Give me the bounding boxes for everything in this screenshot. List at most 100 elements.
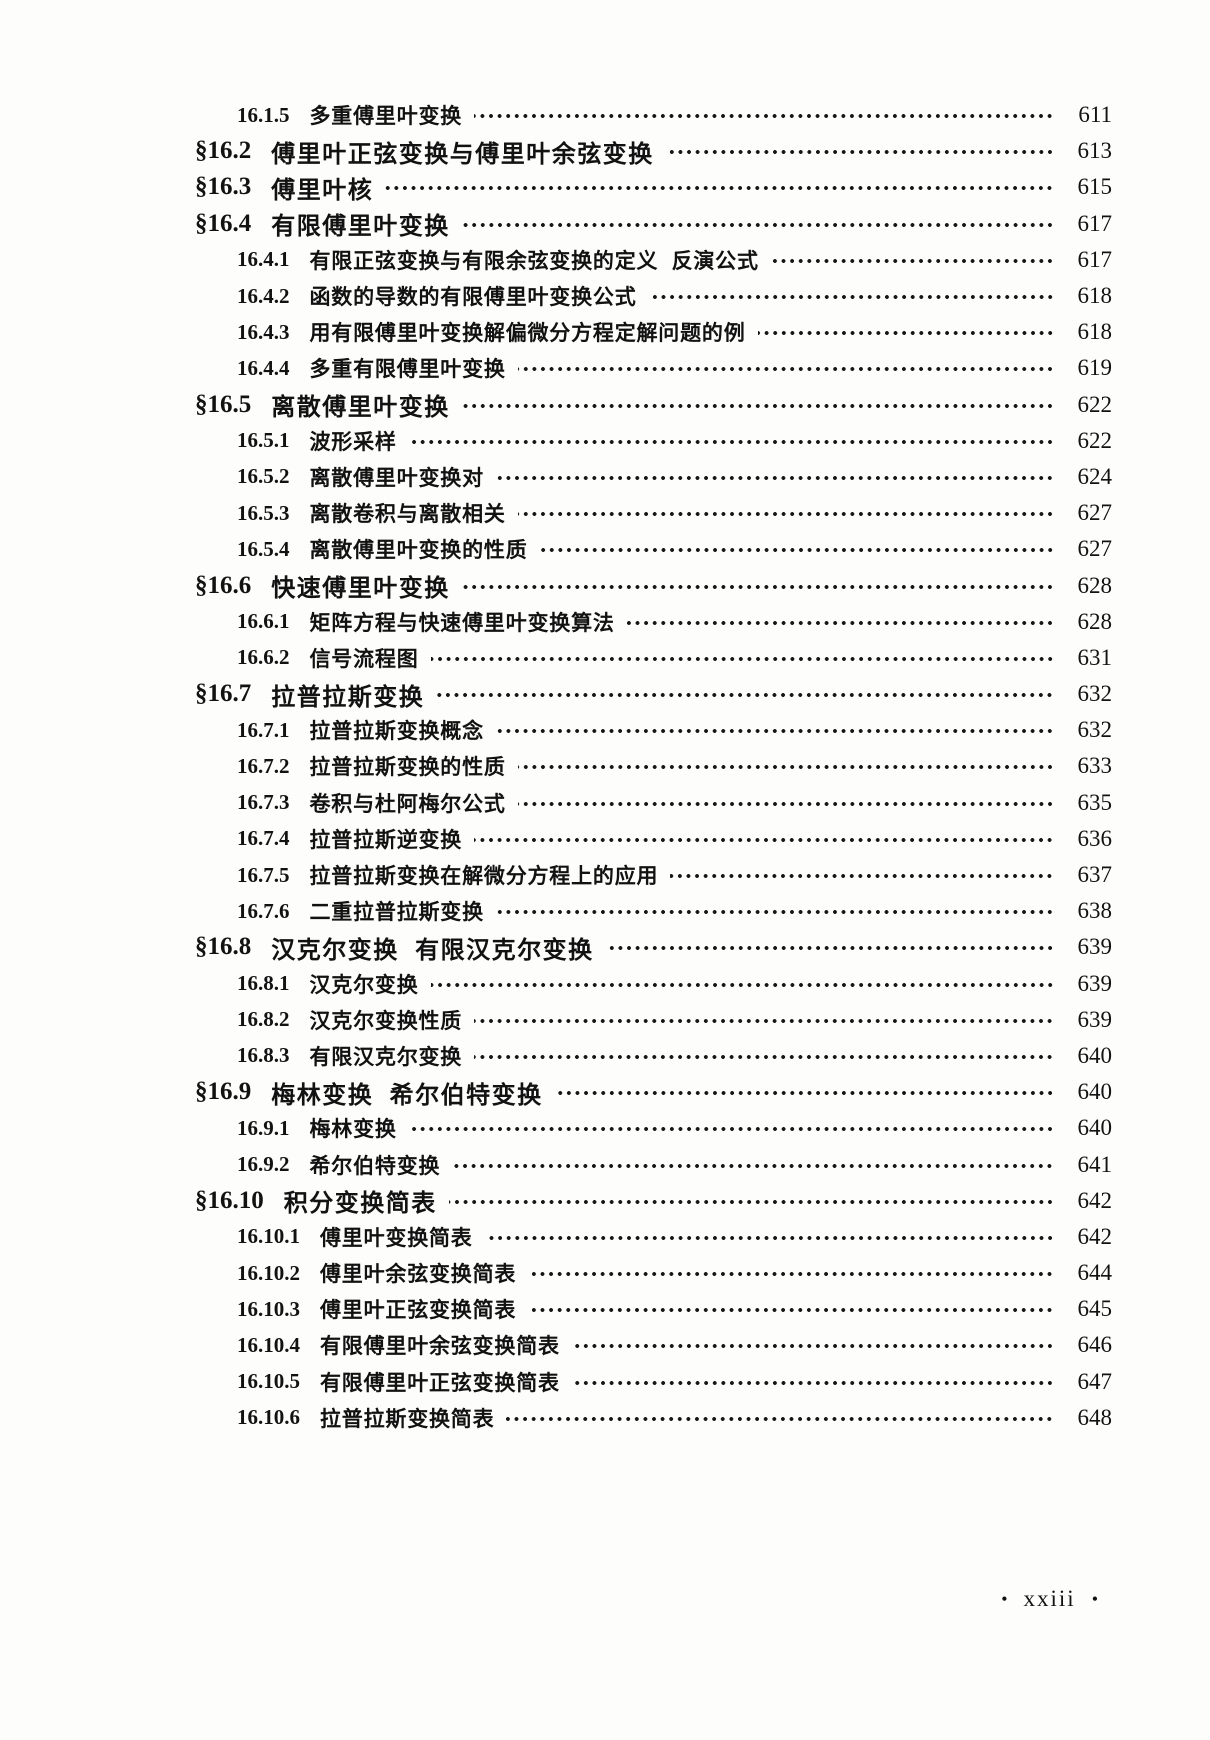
toc-entry-title: 有限汉克尔变换 [309, 1045, 463, 1069]
toc-entry: 16.5.1 波形采样 622 [195, 423, 1112, 459]
toc-entry-title: 梅林变换 [309, 1118, 397, 1142]
leader-dots [571, 1342, 1054, 1351]
toc-entry-number: 16.8.2 [237, 1007, 290, 1032]
leader-dots [495, 908, 1054, 917]
toc-entry: 16.7.2 拉普拉斯变换的性质 633 [195, 748, 1112, 784]
toc-entry-number: 16.4.3 [237, 319, 290, 344]
toc-entry-page: 631 [1077, 644, 1113, 670]
toc-entry-number: 16.10.2 [237, 1260, 300, 1285]
leader-dots [436, 691, 1054, 700]
toc-entry-page: 640 [1077, 1079, 1113, 1105]
toc-entry-number: 16.7.3 [237, 790, 290, 815]
toc-entry-title: 傅里叶正弦变换简表 [320, 1299, 517, 1323]
toc-entry-number: 16.9.2 [237, 1152, 290, 1177]
toc-entry-title: 离散傅里叶变换的性质 [309, 539, 528, 563]
toc-entry-page: 618 [1077, 319, 1113, 345]
toc-entry: §16.9 梅林变换 希尔伯特变换 640 [195, 1074, 1112, 1110]
toc-entry: 16.10.3 傅里叶正弦变换简表 645 [195, 1291, 1112, 1327]
toc-entry: 16.9.1 梅林变换 640 [195, 1110, 1112, 1146]
toc-entry: 16.7.6 二重拉普拉斯变换 638 [195, 893, 1112, 929]
leader-dots [517, 365, 1054, 374]
toc-entry: 16.7.1 拉普拉斯变换概念 632 [195, 712, 1112, 748]
toc-entry: 16.10.1 傅里叶变换简表 642 [195, 1219, 1112, 1255]
leader-dots [626, 618, 1054, 627]
toc-entry-page: 638 [1077, 898, 1113, 924]
leader-dots [528, 1270, 1054, 1279]
toc-entry-number: 16.7.1 [237, 717, 290, 742]
toc-list: 16.1.5 多重傅里叶变换 611 §16.2 傅里叶正弦变换与傅里叶余弦变换… [195, 97, 1112, 1436]
toc-entry-page: 648 [1077, 1404, 1113, 1430]
toc-entry-title: 有限正弦变换与有限余弦变换的定义 反演公式 [309, 249, 759, 273]
footer-left-dot: • [1001, 1588, 1008, 1609]
toc-entry-page: 635 [1077, 789, 1113, 815]
leader-dots [484, 1233, 1054, 1242]
toc-entry-number: §16.2 [195, 137, 252, 165]
toc-entry-title: 波形采样 [309, 430, 397, 454]
toc-entry-page: 639 [1077, 970, 1113, 996]
leader-dots [385, 184, 1054, 193]
leader-dots [474, 112, 1054, 121]
toc-entry-page: 618 [1077, 283, 1113, 309]
toc-entry-page: 617 [1077, 246, 1113, 272]
toc-entry-number: 16.7.5 [237, 862, 290, 887]
toc-entry-title: 傅里叶余弦变换简表 [320, 1263, 517, 1287]
toc-entry-title: 拉普拉斯变换的性质 [309, 756, 506, 780]
footer-right-dot: • [1091, 1588, 1098, 1609]
toc-entry-title: 积分变换简表 [283, 1190, 437, 1218]
toc-entry: 16.4.1 有限正弦变换与有限余弦变换的定义 反演公式 617 [195, 242, 1112, 278]
leader-dots [495, 727, 1054, 736]
toc-entry-number: 16.5.1 [237, 428, 290, 453]
toc-entry: 16.7.5 拉普拉斯变换在解微分方程上的应用 637 [195, 857, 1112, 893]
toc-entry-title: 多重傅里叶变换 [309, 105, 463, 129]
leader-dots [430, 654, 1054, 663]
toc-entry-title: 快速傅里叶变换 [271, 575, 450, 603]
toc-entry-page: 647 [1077, 1368, 1113, 1394]
leader-dots [648, 293, 1054, 302]
toc-entry-number: 16.4.4 [237, 355, 290, 380]
toc-entry-title: 希尔伯特变换 [309, 1154, 441, 1178]
toc-entry: 16.8.1 汉克尔变换 639 [195, 966, 1112, 1002]
leader-dots [474, 835, 1054, 844]
toc-entry-title: 拉普拉斯变换概念 [309, 720, 484, 744]
page-number-label: xxiii [1023, 1586, 1076, 1611]
toc-entry-number: §16.8 [195, 933, 252, 961]
toc-entry-page: 642 [1077, 1223, 1113, 1249]
toc-entry-page: 636 [1077, 825, 1113, 851]
toc-entry-number: 16.5.4 [237, 536, 290, 561]
toc-entry-title: 有限傅里叶变换 [271, 213, 450, 241]
toc-entry: §16.8 汉克尔变换 有限汉克尔变换 639 [195, 929, 1112, 965]
leader-dots [408, 1125, 1054, 1134]
toc-entry-number: 16.6.2 [237, 645, 290, 670]
leader-dots [539, 546, 1054, 555]
toc-entry-number: 16.10.6 [237, 1405, 300, 1430]
toc-entry-page: 645 [1077, 1296, 1113, 1322]
toc-entry-page: 640 [1077, 1115, 1113, 1141]
toc-entry: 16.7.4 拉普拉斯逆变换 636 [195, 821, 1112, 857]
leader-dots [770, 256, 1054, 265]
leader-dots [430, 980, 1054, 989]
toc-entry-title: 二重拉普拉斯变换 [309, 901, 484, 925]
toc-entry-page: 613 [1077, 138, 1113, 164]
leader-dots [517, 763, 1054, 772]
leader-dots [495, 473, 1054, 482]
toc-entry-number: §16.4 [195, 209, 252, 237]
toc-entry-number: 16.7.4 [237, 826, 290, 851]
toc-entry-number: 16.8.1 [237, 971, 290, 996]
leader-dots [571, 1378, 1054, 1387]
leader-dots [408, 437, 1054, 446]
toc-entry-page: 640 [1077, 1042, 1113, 1068]
toc-entry-number: 16.9.1 [237, 1115, 290, 1140]
toc-entry-page: 633 [1077, 753, 1113, 779]
toc-entry: 16.5.3 离散卷积与离散相关 627 [195, 495, 1112, 531]
leader-dots [461, 582, 1054, 591]
toc-entry-title: 离散傅里叶变换对 [309, 466, 484, 490]
toc-entry-title: 拉普拉斯变换在解微分方程上的应用 [309, 865, 659, 889]
toc-entry-title: 汉克尔变换 有限汉克尔变换 [271, 936, 594, 964]
toc-entry: §16.7 拉普拉斯变换 632 [195, 676, 1112, 712]
toc-entry-number: §16.7 [195, 680, 252, 708]
leader-dots [605, 944, 1054, 953]
toc-entry-title: 离散傅里叶变换 [271, 394, 450, 422]
toc-entry: §16.6 快速傅里叶变换 628 [195, 567, 1112, 603]
toc-entry-title: 用有限傅里叶变换解偏微分方程定解问题的例 [309, 322, 746, 346]
